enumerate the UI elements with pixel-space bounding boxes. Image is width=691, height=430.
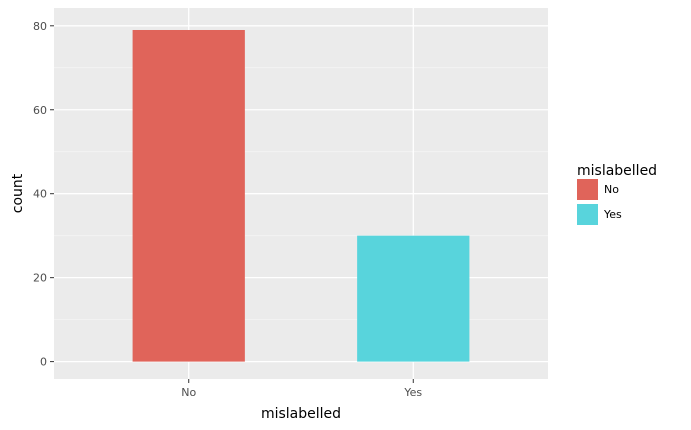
y-tick-label: 0 <box>40 356 47 369</box>
y-tick-label: 60 <box>33 104 47 117</box>
y-tick-label: 20 <box>33 272 47 285</box>
x-tick-label: No <box>181 386 196 399</box>
bar-yes <box>357 235 470 362</box>
legend-label: No <box>604 183 619 196</box>
legend-label: Yes <box>603 208 622 221</box>
y-tick-label: 80 <box>33 20 47 33</box>
legend-key-no <box>577 179 598 200</box>
x-axis: No Yes <box>181 379 422 399</box>
legend: mislabelled No Yes <box>577 163 657 225</box>
y-axis: 0 20 40 60 80 <box>33 20 54 369</box>
bars <box>132 29 470 362</box>
y-tick-label: 40 <box>33 188 47 201</box>
x-axis-title: mislabelled <box>261 406 341 422</box>
bar-no <box>132 29 245 362</box>
legend-title: mislabelled <box>577 163 657 179</box>
x-tick-label: Yes <box>403 386 422 399</box>
legend-key-yes <box>577 204 598 225</box>
y-axis-title: count <box>10 173 26 213</box>
